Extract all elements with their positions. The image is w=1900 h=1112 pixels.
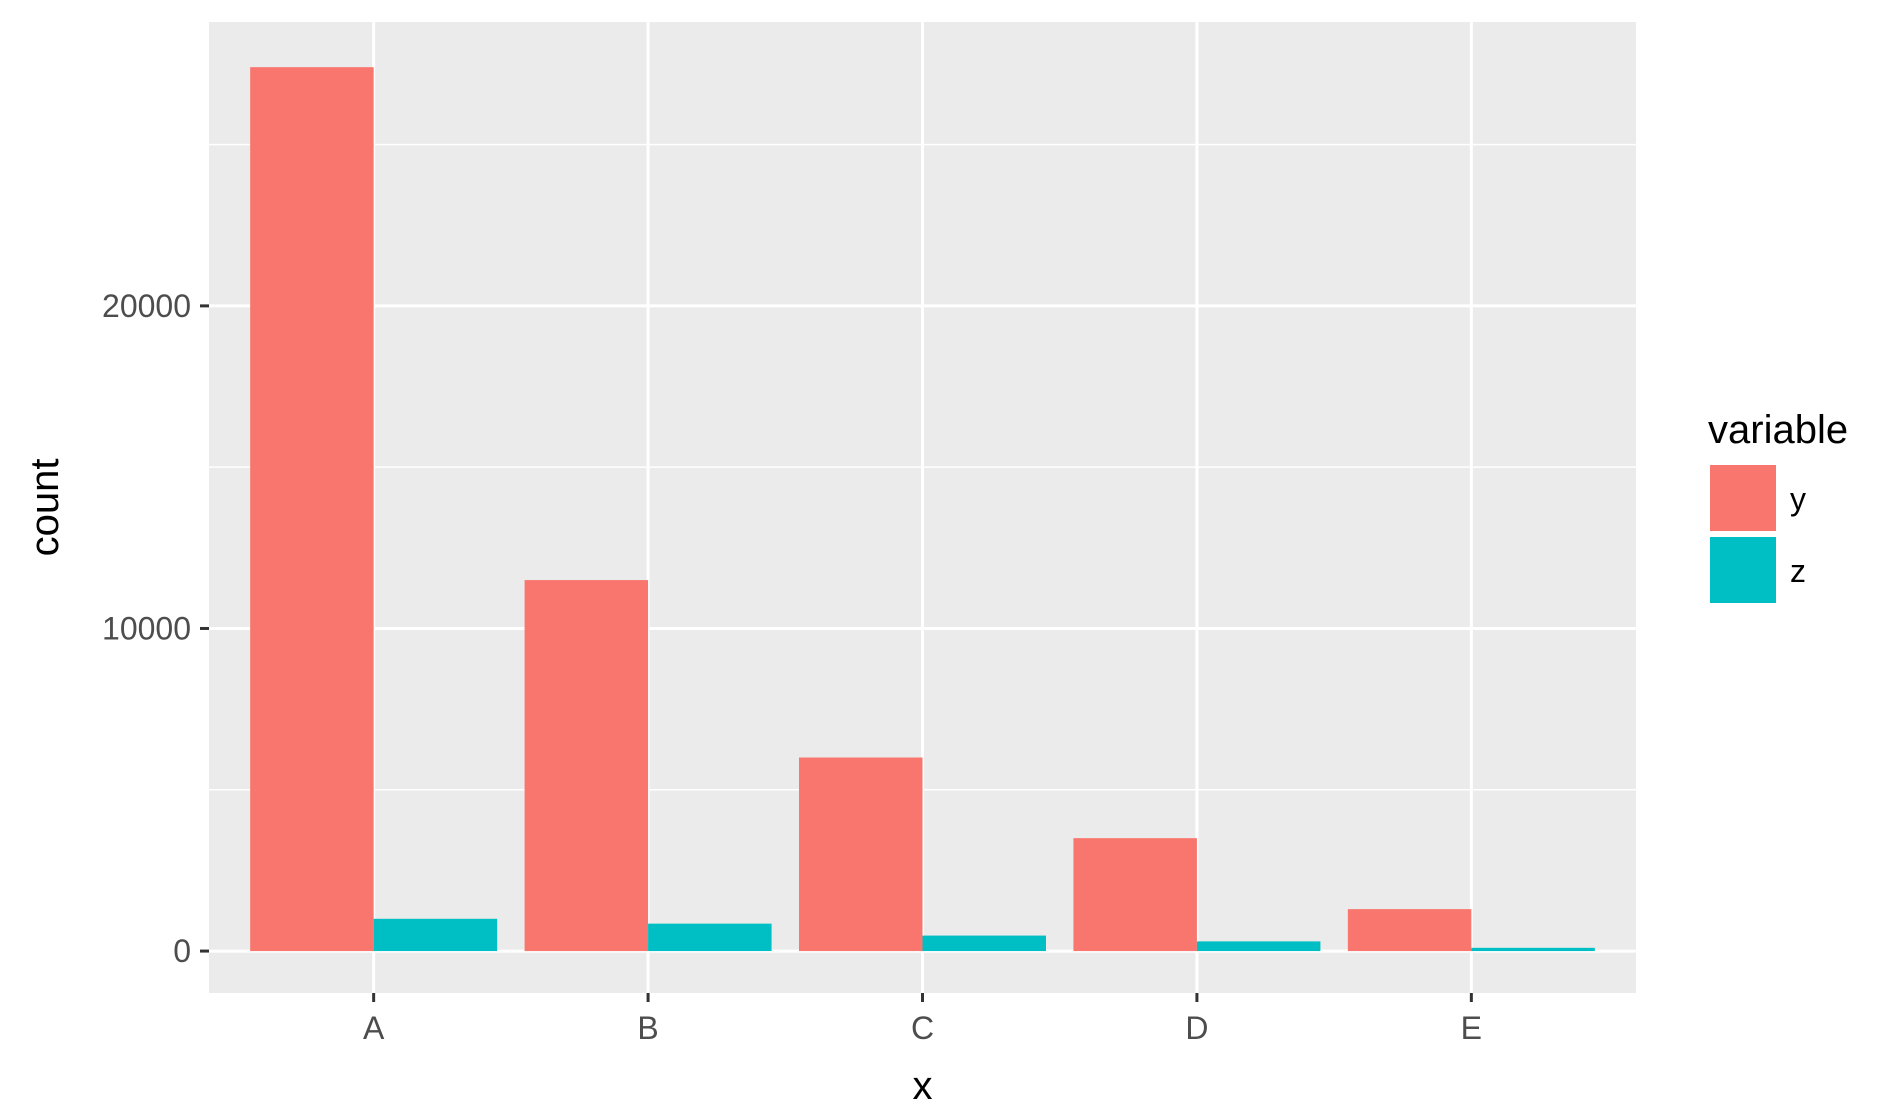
bar-z-b xyxy=(648,923,772,952)
legend-title: variable xyxy=(1708,408,1848,452)
legend-label-y: y xyxy=(1790,481,1806,517)
x-tick-label-e: E xyxy=(1461,1010,1482,1046)
bar-y-b xyxy=(524,580,649,952)
y-tick-label: 10000 xyxy=(102,610,191,646)
y-axis-title: count xyxy=(23,459,67,557)
bar-y-e xyxy=(1347,909,1472,952)
bar-z-d xyxy=(1196,941,1321,952)
bar-y-d xyxy=(1073,838,1197,952)
legend-key-y xyxy=(1710,465,1776,531)
bar-z-e xyxy=(1471,947,1595,952)
bar-y-a xyxy=(250,67,374,952)
bar-z-c xyxy=(922,935,1046,952)
bar-y-c xyxy=(799,757,923,952)
bars xyxy=(250,67,1595,952)
axis-tick-labels: 0 10000 20000 A B C D E xyxy=(102,288,1482,1046)
y-tick-label: 0 xyxy=(173,933,191,969)
y-tick-label: 20000 xyxy=(102,288,191,324)
legend-label-z: z xyxy=(1790,553,1806,589)
x-tick-label-d: D xyxy=(1185,1010,1208,1046)
legend: variable yz xyxy=(1708,408,1848,603)
legend-key-z xyxy=(1710,537,1776,603)
x-tick-label-c: C xyxy=(911,1010,934,1046)
bar-z-a xyxy=(373,918,498,952)
axis-ticks xyxy=(200,304,1473,1002)
x-tick-label-b: B xyxy=(637,1010,658,1046)
x-axis-title: x xyxy=(913,1064,933,1108)
x-tick-label-a: A xyxy=(363,1010,385,1046)
